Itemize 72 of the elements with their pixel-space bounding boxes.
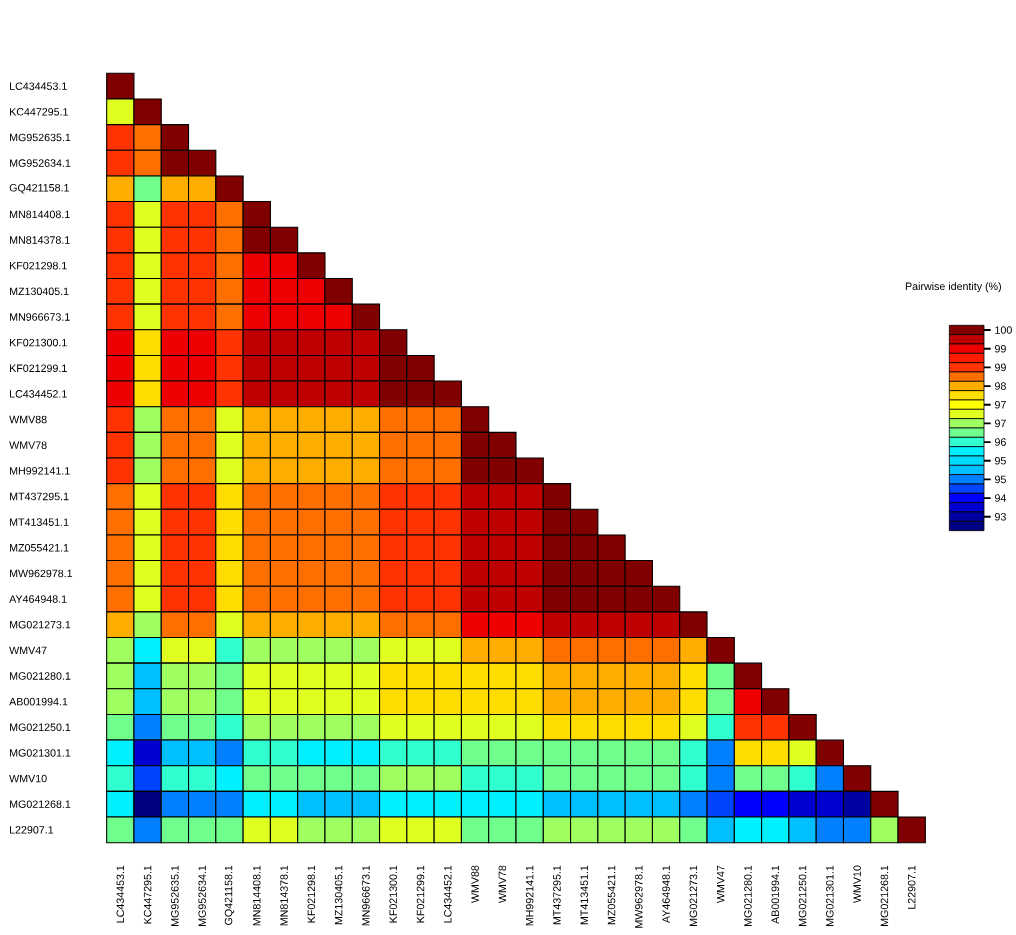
y-tick-label: MT437295.1: [10, 492, 69, 501]
x-tick-label: GQ421158.1: [224, 865, 235, 926]
color-bar-label: 97: [995, 401, 1006, 409]
x-tick-label: MG021280.1: [744, 865, 752, 927]
color-bar-label: 94: [995, 494, 1007, 503]
y-tick-label: KF021300.1: [10, 339, 67, 347]
x-tick-label: AY464948.1: [662, 865, 670, 924]
y-tick-label: MZ055421.1: [10, 544, 69, 552]
y-tick-label: MG021301.1: [10, 749, 71, 757]
y-tick-label: MT413451.1: [10, 518, 69, 527]
x-tick-label: MG952635.1: [171, 865, 179, 927]
x-tick-label: MN814378.1: [280, 865, 288, 926]
y-tick-label: WMV88: [9, 415, 47, 424]
x-tick-label: WMV78: [498, 865, 507, 904]
x-tick-label: MG021301.1: [826, 865, 834, 927]
x-tick-label: MZ130405.1: [334, 865, 343, 925]
y-tick-label: MG952635.1: [10, 133, 71, 142]
y-tick-label: MN966673.1: [10, 313, 70, 321]
x-tick-label: KC447295.1: [143, 865, 152, 924]
color-bar-label: 100: [995, 326, 1012, 335]
y-tick-label: KF021298.1: [10, 262, 67, 270]
y-tick-label: MW962978.1: [10, 569, 73, 578]
y-tick-label: MH992141.1: [10, 467, 70, 475]
x-tick-label: MT437295.1: [553, 865, 561, 925]
x-tick-label: KF021300.1: [389, 865, 397, 923]
y-tick-label: WMV47: [9, 646, 47, 655]
color-bar-label: 99: [995, 363, 1006, 372]
color-bar-label: 95: [995, 457, 1006, 465]
x-tick-label: KF021299.1: [416, 865, 425, 923]
y-tick-label: MZ130405.1: [10, 287, 69, 296]
x-tick-label: MN814408.1: [252, 865, 261, 926]
x-tick-label: WMV47: [717, 865, 725, 904]
color-bar-title: Pairwise identity (%): [905, 282, 1001, 293]
y-tick-label: AB001994.1: [9, 698, 68, 706]
y-tick-label: GQ421158.1: [9, 184, 69, 194]
color-bar-label: 97: [995, 419, 1006, 428]
y-tick-label: MG952634.1: [10, 159, 71, 168]
x-tick-label: WMV88: [471, 865, 479, 904]
x-tick-label: MG952634.1: [198, 865, 206, 927]
y-tick-label: L22907.1: [10, 826, 54, 834]
x-tick-label: LC434453.1: [116, 865, 125, 923]
y-tick-label: KF021299.1: [10, 364, 67, 373]
x-tick-label: MG021268.1: [880, 865, 889, 927]
color-bar-label: 95: [995, 475, 1006, 484]
y-tick-label: MN814378.1: [10, 236, 70, 244]
y-tick-label: MG021273.1: [10, 621, 71, 629]
y-tick-label: KC447295.1: [10, 108, 68, 116]
color-bar-label: 96: [995, 438, 1006, 447]
x-tick-label: MG021273.1: [689, 865, 698, 927]
x-tick-label: MZ055421.1: [607, 865, 616, 925]
y-tick-label: AY464948.1: [9, 595, 67, 603]
x-tick-label: L22907.1: [907, 865, 916, 909]
x-tick-label: KF021298.1: [307, 865, 316, 923]
x-tick-label: MG021250.1: [798, 865, 807, 927]
color-bar-label: 93: [995, 513, 1006, 521]
y-tick-label: LC434452.1: [10, 390, 67, 398]
y-tick-label: LC434453.1: [10, 82, 67, 91]
y-tick-label: WMV10: [9, 774, 47, 783]
y-tick-label: MG021250.1: [10, 723, 71, 732]
x-tick-label: MH992141.1: [525, 865, 534, 926]
x-tick-label: AB001994.1: [771, 865, 780, 925]
y-tick-label: MG021268.1: [10, 800, 71, 809]
y-tick-label: MN814408.1: [10, 210, 70, 219]
x-tick-label: MN966673.1: [362, 865, 370, 926]
y-tick-label: WMV78: [9, 441, 47, 450]
color-bar-label: 98: [995, 382, 1006, 391]
x-tick-label: LC434452.1: [444, 865, 452, 923]
x-tick-label: WMV10: [853, 865, 861, 904]
y-tick-label: MG021280.1: [10, 672, 71, 680]
color-bar-label: 99: [995, 345, 1006, 353]
x-tick-label: MT413451.1: [580, 865, 588, 925]
x-tick-label: MW962978.1: [635, 865, 643, 928]
